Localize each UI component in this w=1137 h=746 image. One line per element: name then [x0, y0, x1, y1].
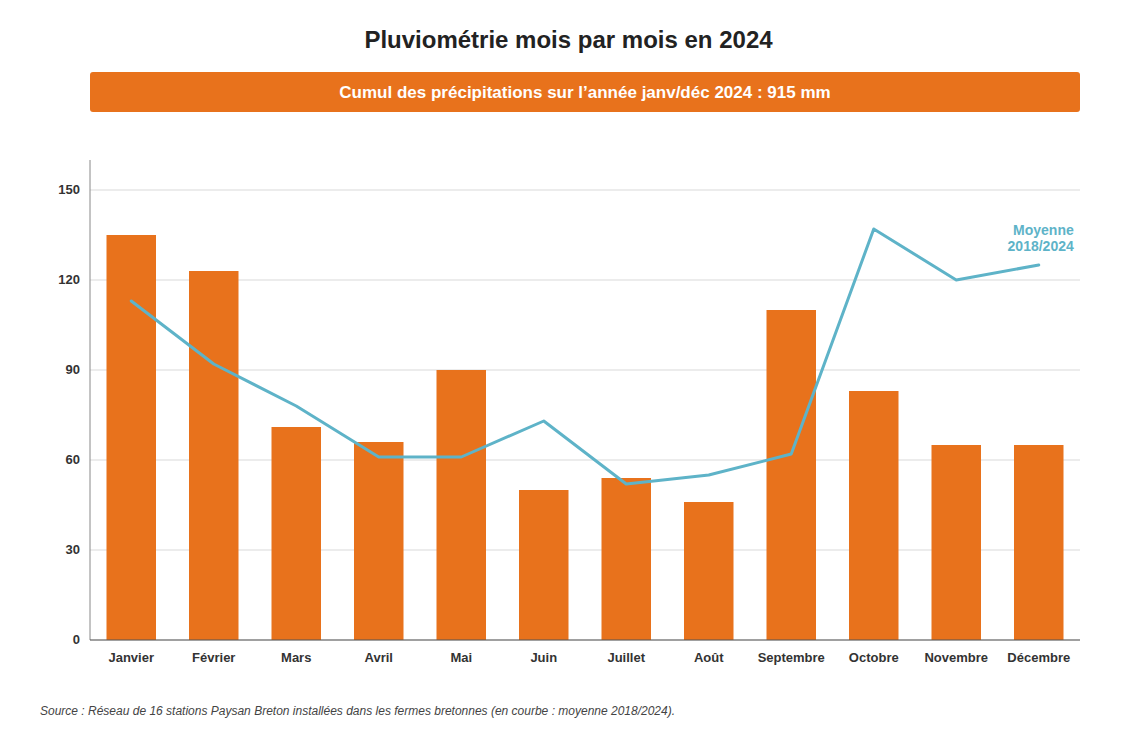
y-tick-label: 90	[66, 362, 80, 377]
y-axis-line	[90, 160, 91, 640]
y-tick-label: 60	[66, 452, 80, 467]
grid	[90, 190, 1080, 640]
x-tick-label: Novembre	[924, 650, 988, 665]
bar	[849, 391, 899, 640]
title: Pluviométrie mois par mois en 2024	[364, 26, 773, 53]
x-tick-label: Août	[694, 650, 724, 665]
bar	[684, 502, 734, 640]
x-tick-label: Octobre	[849, 650, 899, 665]
bar	[437, 370, 487, 640]
x-tick-label: Juin	[530, 650, 557, 665]
data-area	[107, 229, 1064, 640]
line-label: Moyenne2018/2024	[1008, 222, 1074, 254]
y-tick-label: 150	[58, 182, 80, 197]
x-axis-line	[90, 640, 1080, 641]
x-tick-label: Juillet	[607, 650, 645, 665]
grid-line	[90, 640, 1080, 641]
bar	[932, 445, 982, 640]
bar	[107, 235, 157, 640]
chart-svg: Pluviométrie mois par mois en 2024 Cumul …	[0, 0, 1137, 746]
bar	[354, 442, 404, 640]
bar	[519, 490, 569, 640]
bar	[767, 310, 817, 640]
source-note: Source : Réseau de 16 stations Paysan Br…	[40, 704, 675, 718]
y-tick-label: 30	[66, 542, 80, 557]
x-tick-label: Mai	[450, 650, 472, 665]
line	[131, 229, 1039, 484]
subtitle-banner	[90, 72, 1080, 112]
bar	[272, 427, 322, 640]
x-tick-label: Janvier	[108, 650, 154, 665]
x-tick-label: Février	[192, 650, 235, 665]
subtitle: Cumul des précipitations sur l’année jan…	[339, 83, 830, 102]
bar	[189, 271, 239, 640]
x-tick-label: Décembre	[1007, 650, 1070, 665]
bar	[1014, 445, 1064, 640]
y-tick-label: 120	[58, 272, 80, 287]
x-tick-label: Mars	[281, 650, 311, 665]
x-tick-label: Avril	[365, 650, 393, 665]
bar	[602, 478, 652, 640]
y-tick-label: 0	[73, 632, 80, 647]
grid-line	[90, 190, 1080, 191]
chart-root: Pluviométrie mois par mois en 2024 Cumul …	[0, 0, 1137, 746]
x-tick-label: Septembre	[758, 650, 825, 665]
